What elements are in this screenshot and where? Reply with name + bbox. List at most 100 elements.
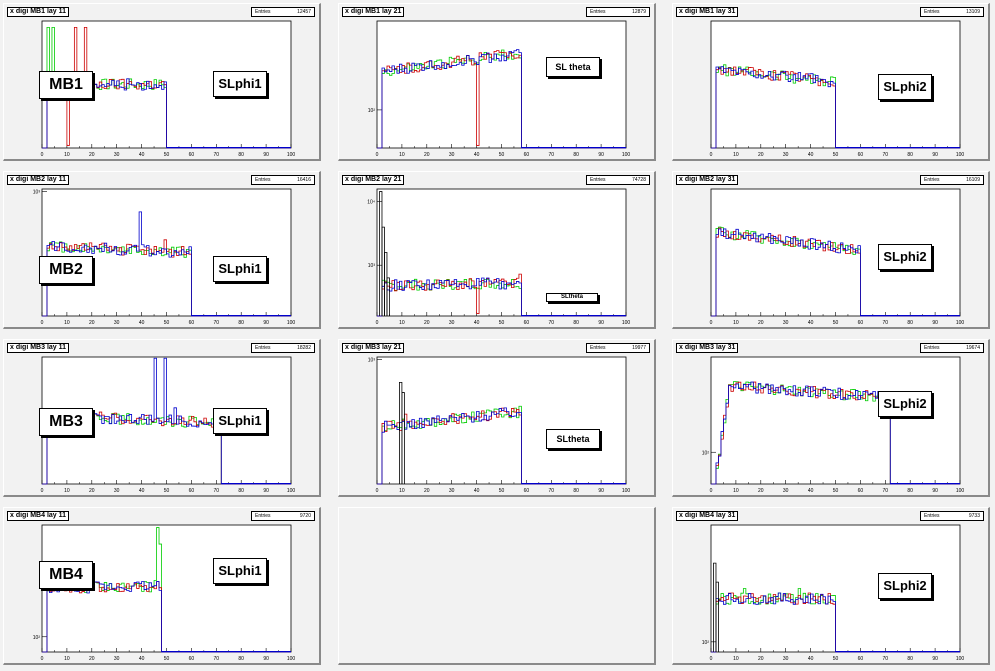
x-tick-label: 70: [549, 488, 555, 494]
x-tick-label: 90: [598, 488, 604, 494]
histogram-series-red: [377, 50, 626, 149]
stats-label: Entries: [924, 345, 940, 351]
x-tick-label: 90: [263, 320, 269, 326]
x-tick-label: 80: [238, 488, 244, 494]
histogram-title: x digi MB1 lay 11: [7, 7, 70, 17]
x-tick-label: 90: [598, 152, 604, 158]
x-tick-label: 100: [956, 320, 965, 326]
x-tick-label: 80: [573, 320, 579, 326]
x-tick-label: 30: [783, 152, 789, 158]
station-label: MB4: [39, 561, 93, 589]
x-tick-label: 50: [164, 320, 170, 326]
x-tick-label: 70: [214, 656, 220, 662]
superlayer-label: SLphi2: [878, 573, 932, 599]
histogram-pad: 0 10 20 30 40 50 60 70 80 90 100 10² x digi MB3 lay …: [672, 339, 990, 497]
x-tick-label: 100: [287, 656, 296, 662]
stats-label: Entries: [255, 513, 271, 519]
x-tick-label: 80: [907, 152, 913, 158]
x-tick-label: 30: [114, 320, 120, 326]
histogram-plot: 0 10 20 30 40 50 60 70 80 90 100 10⁴ 10³: [367, 188, 630, 326]
x-tick-label: 10: [399, 152, 405, 158]
x-tick-label: 50: [499, 152, 505, 158]
x-tick-label: 0: [41, 488, 44, 494]
stats-box: Entries 12457: [251, 7, 315, 17]
x-tick-label: 0: [376, 152, 379, 158]
x-tick-label: 90: [932, 152, 938, 158]
superlayer-label: SLphi1: [213, 558, 267, 584]
histogram-pad: 0 10 20 30 40 50 60 70 80 90 100 10³ x digi MB3 lay …: [338, 339, 656, 497]
histogram-pad: 0 10 20 30 40 50 60 70 80 90 100 x digi MB3 lay 11 E…: [3, 339, 321, 497]
x-tick-label: 70: [883, 488, 889, 494]
superlayer-label: SLphi2: [878, 74, 932, 100]
x-tick-label: 80: [573, 488, 579, 494]
x-tick-label: 0: [710, 152, 713, 158]
stats-value: 12879: [632, 9, 646, 15]
stats-label: Entries: [255, 9, 271, 15]
x-tick-label: 90: [932, 488, 938, 494]
histogram-pad: 0 10 20 30 40 50 60 70 80 90 100 x digi MB2 lay 31 E…: [672, 171, 990, 329]
superlayer-label: SLtheta: [546, 429, 600, 449]
y-tick-label: 10⁴: [367, 200, 375, 206]
x-tick-label: 60: [189, 488, 195, 494]
x-tick-label: 10: [64, 320, 70, 326]
x-tick-label: 50: [833, 488, 839, 494]
x-tick-label: 0: [41, 656, 44, 662]
stats-box: Entries 9733: [920, 511, 984, 521]
superlayer-label: SLphi2: [878, 244, 932, 270]
x-tick-label: 70: [214, 152, 220, 158]
x-tick-label: 90: [932, 656, 938, 662]
x-tick-label: 40: [808, 488, 814, 494]
x-tick-label: 20: [758, 488, 764, 494]
stats-value: 12457: [297, 9, 311, 15]
histogram-spike: [386, 277, 390, 316]
superlayer-label: SLphi2: [878, 391, 932, 417]
x-tick-label: 30: [114, 152, 120, 158]
histogram-spike: [401, 392, 405, 484]
y-tick-label: 10³: [33, 190, 41, 196]
station-label: MB3: [39, 408, 93, 436]
histogram-title: x digi MB2 lay 31: [676, 175, 739, 185]
x-tick-label: 60: [858, 656, 864, 662]
histogram-spike: [715, 581, 719, 652]
histogram-pad: 0 10 20 30 40 50 60 70 80 90 100 10² x digi MB4 lay …: [672, 507, 990, 665]
x-tick-label: 80: [238, 656, 244, 662]
histogram-pad: [338, 507, 656, 665]
stats-value: 19674: [966, 345, 980, 351]
x-tick-label: 60: [189, 320, 195, 326]
x-tick-label: 20: [89, 488, 95, 494]
x-tick-label: 40: [139, 488, 145, 494]
x-tick-label: 100: [622, 488, 631, 494]
x-tick-label: 80: [573, 152, 579, 158]
x-tick-label: 100: [622, 152, 631, 158]
x-tick-label: 0: [710, 488, 713, 494]
x-tick-label: 70: [549, 152, 555, 158]
x-tick-label: 20: [424, 488, 430, 494]
x-tick-label: 70: [883, 320, 889, 326]
histogram-series-red: [711, 66, 960, 149]
x-tick-label: 100: [956, 656, 965, 662]
x-tick-label: 10: [733, 488, 739, 494]
x-tick-label: 90: [598, 320, 604, 326]
x-tick-label: 0: [41, 320, 44, 326]
stats-value: 9733: [968, 513, 980, 519]
histogram-series-blue: [711, 592, 960, 653]
stats-box: Entries 18282: [251, 343, 315, 353]
station-label: MB2: [39, 256, 93, 284]
superlayer-label: SLtheta: [546, 293, 598, 302]
stats-value: 19977: [632, 345, 646, 351]
x-tick-label: 40: [139, 320, 145, 326]
x-tick-label: 20: [89, 656, 95, 662]
stats-box: Entries 16109: [920, 175, 984, 185]
x-tick-label: 70: [214, 488, 220, 494]
x-tick-label: 10: [733, 152, 739, 158]
x-tick-label: 50: [833, 152, 839, 158]
x-tick-label: 60: [189, 656, 195, 662]
stats-label: Entries: [924, 177, 940, 183]
x-tick-label: 50: [833, 656, 839, 662]
x-tick-label: 70: [214, 320, 220, 326]
stats-box: Entries 74728: [586, 175, 650, 185]
x-tick-label: 40: [808, 656, 814, 662]
x-tick-label: 50: [499, 320, 505, 326]
histogram-plot: 0 10 20 30 40 50 60 70 80 90 100 10²: [368, 20, 631, 158]
histogram-title: x digi MB4 lay 11: [7, 511, 70, 521]
